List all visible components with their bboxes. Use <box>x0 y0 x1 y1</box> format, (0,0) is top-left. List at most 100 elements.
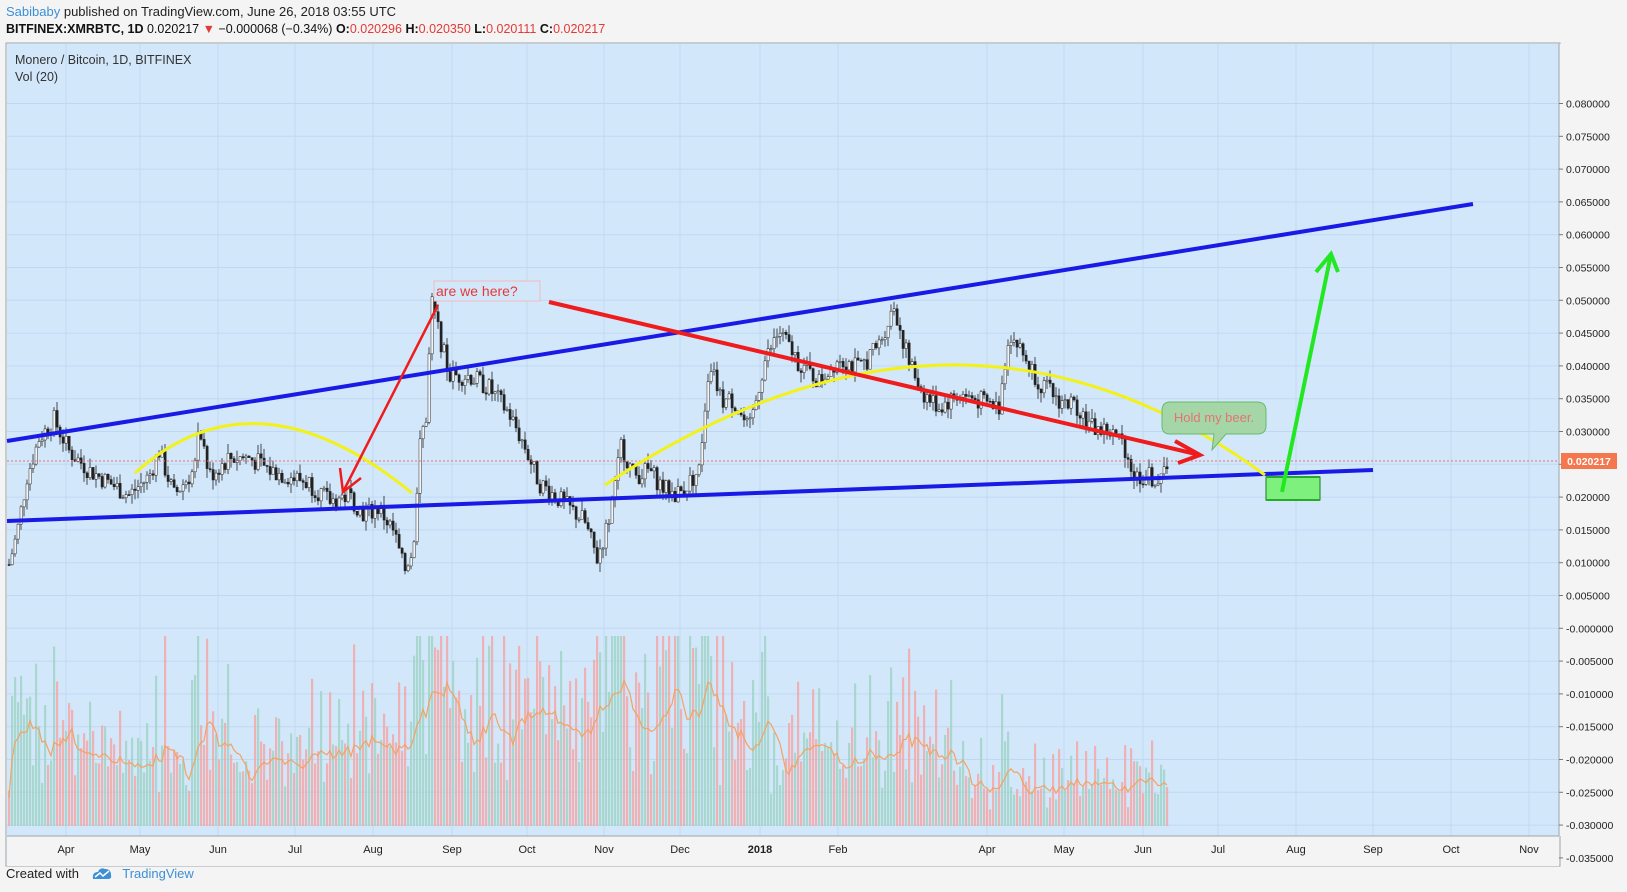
volume-bar <box>473 771 476 826</box>
volume-bar <box>338 698 341 826</box>
volume-bar <box>446 636 449 826</box>
author-link[interactable]: Sabibaby <box>6 4 61 19</box>
volume-bar <box>311 678 314 826</box>
candle-body <box>772 337 776 349</box>
volume-bar <box>614 636 617 826</box>
high-value: 0.020350 <box>418 22 471 36</box>
volume-bar <box>1013 794 1016 826</box>
volume-bar <box>500 762 503 826</box>
volume-bar <box>341 739 344 826</box>
candle-body <box>709 371 713 382</box>
volume-bar <box>935 689 938 826</box>
target-zone[interactable] <box>1265 476 1321 501</box>
volume-bar <box>941 764 944 826</box>
candle-body <box>103 474 107 488</box>
volume-bar <box>593 659 596 826</box>
candle-body <box>646 463 650 469</box>
volume-bar <box>455 697 458 826</box>
tradingview-logo-icon[interactable] <box>91 866 113 883</box>
candle-body <box>292 477 296 482</box>
volume-bar <box>329 692 332 826</box>
red-resistance-line[interactable] <box>548 300 1201 457</box>
candle-body <box>931 395 935 403</box>
candle-body <box>1036 384 1040 390</box>
volume-bar <box>698 683 701 826</box>
arc-1[interactable] <box>133 422 413 495</box>
candle-body <box>595 547 599 564</box>
volume-bar <box>1010 786 1013 826</box>
candle-body <box>1012 339 1016 343</box>
price-tick-label: 0.045000 <box>1566 328 1610 340</box>
candle-body <box>271 467 275 475</box>
candle-body <box>742 414 746 421</box>
candle-body <box>343 494 347 502</box>
volume-bar <box>551 719 554 826</box>
candle-body <box>853 357 857 373</box>
price-tick-label: 0.010000 <box>1566 558 1610 570</box>
candle-body <box>295 472 299 482</box>
volume-bar <box>854 683 857 826</box>
upper-trendline[interactable] <box>6 202 1474 443</box>
candle-body <box>490 379 494 394</box>
volume-bar <box>1079 795 1082 826</box>
volume-bar <box>695 647 698 826</box>
tradingview-link[interactable]: TradingView <box>122 866 194 881</box>
price-axis[interactable]: 0.080000 0.075000 0.070000 0.065000 0.060000… <box>1559 99 1613 865</box>
question-label[interactable]: are we here? <box>436 283 518 299</box>
volume-bar <box>308 727 311 826</box>
volume-bar <box>1163 769 1166 826</box>
candle-body <box>256 453 260 470</box>
candle-body <box>274 467 278 481</box>
volume-bar <box>404 686 407 826</box>
candle-body <box>118 483 122 499</box>
time-axis[interactable]: Apr May Jun Jul Aug Sep Oct Nov Dec 2018 Feb Apr May… <box>57 844 1539 856</box>
candle-body <box>319 488 323 502</box>
volume-bar <box>797 681 800 826</box>
red-pointer-arrow[interactable] <box>341 304 440 493</box>
candle-body <box>184 481 188 486</box>
volume-bar <box>557 740 560 826</box>
volume-bar <box>1160 764 1163 826</box>
volume-bar <box>1157 794 1160 826</box>
candle-body <box>616 457 620 481</box>
volume-bar <box>956 784 959 826</box>
volume-bar <box>1076 741 1079 826</box>
candle-body <box>694 474 698 486</box>
volume-bar <box>896 701 899 826</box>
candle-body <box>925 394 929 403</box>
candle-body <box>847 361 851 371</box>
volume-bar <box>542 677 545 826</box>
volume-bar <box>632 770 635 826</box>
candle-body <box>964 394 968 397</box>
volume-bar <box>1064 790 1067 826</box>
candle-body <box>733 407 737 411</box>
volume-bar <box>395 742 398 826</box>
plot-area[interactable] <box>7 44 1559 836</box>
candle-body <box>364 508 368 522</box>
created-with-text: Created with <box>6 866 79 881</box>
volume-bar <box>659 666 662 826</box>
candle-body <box>1009 341 1013 346</box>
lower-trendline[interactable] <box>6 468 1374 523</box>
candle-body <box>223 463 227 470</box>
candle-body <box>169 479 173 482</box>
green-up-arrow[interactable] <box>1280 253 1333 493</box>
volume-bar <box>1055 799 1058 826</box>
candle-body <box>1048 379 1052 384</box>
candle-body <box>130 488 134 495</box>
volume-bar <box>77 734 80 826</box>
candle-body <box>763 360 767 381</box>
candle-body <box>283 481 287 484</box>
volume-bar <box>1118 791 1121 826</box>
candle-body <box>682 490 686 495</box>
callout-text[interactable]: Hold my beer. <box>1174 410 1254 425</box>
volume-bar <box>647 692 650 826</box>
candle-body <box>64 435 68 444</box>
volume-bar <box>191 680 194 826</box>
candle-body <box>136 486 140 491</box>
price-tick-label: -0.005000 <box>1566 656 1613 668</box>
volume-bar <box>128 759 131 826</box>
volume-bar <box>986 789 989 826</box>
volume-bar <box>245 761 248 826</box>
